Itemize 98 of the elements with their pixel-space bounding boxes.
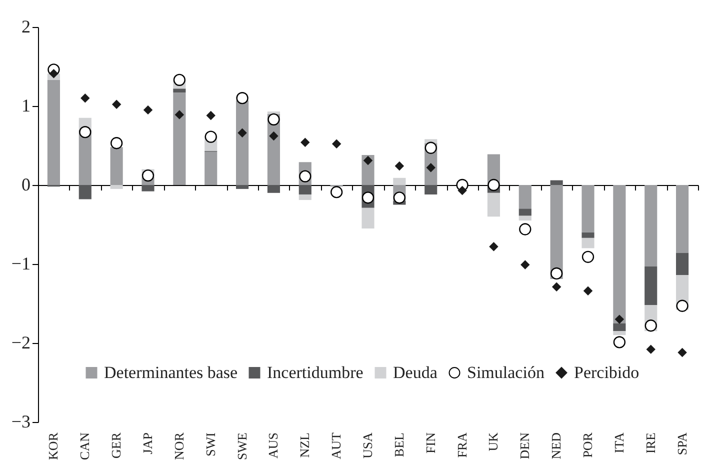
x-tick-label: NED (548, 432, 564, 460)
y-tick-label: 2 (22, 16, 30, 36)
bar (78, 185, 92, 200)
bar (173, 92, 186, 185)
bar (644, 185, 658, 266)
point (552, 282, 562, 292)
x-tick-label: SWI (202, 432, 218, 456)
bar (298, 194, 312, 200)
bar (204, 152, 218, 185)
x-tick-label: FRA (454, 432, 470, 458)
x-tick-label: SWE (234, 432, 250, 460)
point (393, 192, 406, 204)
x-tick-label: GER (108, 432, 124, 458)
legend-label: Incertidumbre (267, 362, 364, 382)
bar (362, 208, 374, 228)
x-tick-label: IRE (642, 432, 658, 454)
y-tick-label: −2 (11, 332, 30, 352)
bar (267, 185, 280, 193)
point (394, 161, 404, 171)
point (204, 130, 217, 143)
x-tick-label: JAP (140, 432, 155, 454)
bar (47, 80, 60, 185)
point (174, 110, 184, 120)
bar (550, 180, 563, 185)
point (644, 320, 657, 332)
point (678, 348, 687, 358)
point (583, 286, 593, 296)
point (79, 126, 92, 138)
point (80, 93, 90, 103)
point (238, 128, 247, 138)
legend-label: Simulación (467, 362, 545, 382)
bar (613, 331, 626, 336)
point (520, 260, 530, 270)
point (143, 105, 153, 115)
point (488, 178, 500, 192)
bar (582, 232, 594, 238)
bar (518, 216, 532, 221)
bar (173, 88, 186, 93)
y-tick-label: −3 (11, 412, 30, 432)
bar (518, 208, 532, 216)
point (614, 314, 624, 324)
x-tick-label: CAN (77, 432, 92, 460)
legend-label: Deuda (393, 362, 438, 382)
point (268, 113, 280, 126)
x-tick-label: ITA (611, 432, 626, 454)
bar (582, 185, 594, 232)
bar (142, 185, 154, 192)
point (173, 74, 186, 86)
bar (644, 266, 658, 306)
point (112, 100, 122, 110)
y-tick-label: −1 (11, 254, 30, 274)
x-tick-label: BEL (391, 432, 406, 458)
point (550, 267, 563, 280)
bar (676, 185, 689, 253)
bar (236, 100, 249, 185)
bar (424, 185, 438, 194)
x-tick-label: FIN (422, 432, 438, 454)
point (676, 300, 688, 312)
x-tick-label: DEN (517, 432, 532, 460)
point (206, 110, 216, 120)
point (489, 242, 498, 252)
y-tick-label: 0 (22, 174, 30, 194)
bar (550, 185, 563, 280)
point (458, 186, 467, 196)
x-tick-label: POR (580, 432, 595, 458)
x-tick-label: AUT (328, 432, 344, 460)
point (269, 131, 278, 141)
legend-label: Percibido (574, 362, 640, 382)
point (363, 156, 373, 166)
bar (582, 238, 594, 248)
x-tick-label: UK (486, 432, 501, 452)
bar (110, 147, 123, 185)
point (362, 192, 374, 204)
point (424, 142, 437, 154)
x-tick-label: NZL (297, 432, 312, 458)
bar (110, 185, 123, 189)
point (236, 92, 248, 104)
x-tick-label: NOR (171, 432, 186, 460)
bar (487, 192, 500, 217)
x-tick-label: SPA (674, 432, 690, 456)
point (646, 344, 656, 354)
point (300, 138, 310, 147)
bar (676, 252, 689, 276)
bar (613, 185, 626, 324)
bar (518, 185, 532, 209)
bar (613, 323, 626, 332)
legend-label: Determinantes base (104, 362, 238, 382)
bar (393, 178, 406, 185)
point (332, 139, 342, 149)
point (142, 169, 154, 182)
y-tick-label: 1 (22, 96, 30, 116)
point (426, 163, 436, 172)
bar (298, 185, 312, 194)
x-tick-label: USA (360, 432, 375, 459)
point (49, 69, 58, 78)
bar (236, 185, 249, 189)
x-tick-label: AUS (266, 432, 281, 459)
x-tick-label: KOR (46, 432, 61, 460)
